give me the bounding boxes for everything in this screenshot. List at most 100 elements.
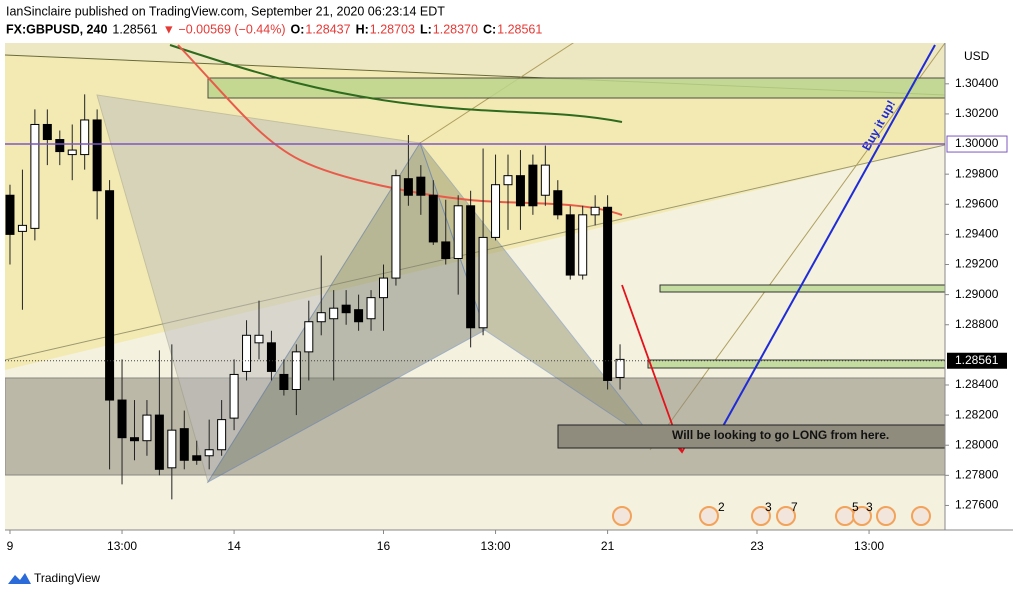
event-badge: [852, 506, 872, 526]
header-text: ▼ −0.00569 (−0.44%): [163, 22, 286, 36]
candle-body: [105, 190, 115, 401]
event-count: 3: [866, 500, 873, 514]
header-text: L:: [420, 22, 432, 36]
y-tick-label: 1.28400: [955, 377, 999, 391]
y-tick-label: 1.29800: [955, 166, 999, 180]
candle-body: [167, 429, 177, 469]
y-tick-label: 1.29600: [955, 196, 999, 210]
candle-body: [204, 449, 214, 457]
publisher: IanSinclaire published on TradingView.co…: [6, 4, 445, 18]
candle-body: [304, 321, 314, 353]
projection-line: [721, 44, 936, 429]
candle-body: [615, 358, 625, 378]
candle-body: [378, 277, 388, 299]
y-tick-label: 1.28800: [955, 317, 999, 331]
zone: [659, 284, 945, 293]
last-price-label: 1.28561: [955, 353, 999, 367]
x-tick-label: 13:00: [854, 539, 884, 553]
event-badge: [751, 506, 771, 526]
candle-body: [453, 205, 463, 259]
zone: [647, 359, 945, 369]
candle-body: [503, 175, 513, 186]
candle-body: [578, 214, 588, 276]
y-tick-label: 1.30400: [955, 76, 999, 90]
event-count: 7: [791, 500, 798, 514]
axis-unit: USD: [964, 49, 990, 63]
event-count: 2: [718, 500, 725, 514]
candle-body: [229, 373, 239, 419]
candle-body: [354, 309, 364, 323]
header-text: O:: [290, 22, 304, 36]
candle-body: [67, 149, 77, 156]
candle-body: [329, 307, 339, 320]
candle-body: [416, 176, 426, 196]
y-tick-label: 1.27600: [955, 498, 999, 512]
candle-body: [428, 194, 438, 243]
candle-body: [279, 373, 289, 391]
candle-body: [466, 205, 476, 329]
candle-body: [17, 224, 27, 232]
ma-slow: [169, 44, 623, 123]
candle-body: [540, 164, 550, 196]
header-text: 1.28437: [305, 22, 350, 36]
event-badge: [699, 506, 719, 526]
candle-body: [590, 206, 600, 216]
y-tick-label: 1.28000: [955, 437, 999, 451]
candle-body: [254, 334, 264, 344]
header-text: C:: [483, 22, 496, 36]
candle-body: [565, 214, 575, 276]
level-label-bg: [946, 135, 1008, 153]
events: 2 3 7 5 3: [612, 500, 931, 526]
brand: TradingView: [34, 571, 100, 585]
y-tick-label: 1.27800: [955, 468, 999, 482]
header-text: H:: [356, 22, 369, 36]
event-badge: [911, 506, 931, 526]
y-tick-label: 1.28200: [955, 407, 999, 421]
candle-body: [603, 206, 613, 381]
price-axis: [945, 43, 1013, 530]
annotation: Will be looking to go LONG from here.: [672, 428, 889, 442]
candle-body: [341, 304, 351, 314]
x-tick-label: 21: [601, 539, 615, 553]
candle-body: [192, 455, 202, 461]
candle-body: [55, 139, 65, 153]
event-badge: [776, 506, 796, 526]
candle-body: [528, 164, 538, 207]
candle-body: [217, 419, 227, 451]
header-text: FX:GBPUSD, 240: [6, 22, 107, 36]
event-count: 5: [852, 500, 859, 514]
candle-body: [515, 175, 525, 207]
candle-body: [553, 190, 563, 216]
level-label: 1.30000: [955, 136, 999, 150]
candle-body: [403, 178, 413, 196]
event-count: 3: [765, 500, 772, 514]
header-text: 1.28370: [433, 22, 478, 36]
candle-body: [491, 184, 501, 238]
candles: [5, 94, 625, 500]
last-price-bg: [947, 352, 1007, 369]
y-tick-label: 1.29200: [955, 257, 999, 271]
x-tick-label: 13:00: [481, 539, 511, 553]
x-tick-label: 13:00: [107, 539, 137, 553]
header-text: 1.28561: [112, 22, 157, 36]
y-tick-label: 1.29000: [955, 287, 999, 301]
x-tick-label: 14: [227, 539, 241, 553]
harmonic-bcd: [419, 142, 661, 448]
x-tick-label: 9: [7, 539, 14, 553]
event-badge: [876, 506, 896, 526]
candle-body: [179, 428, 189, 461]
y-tick-label: 1.30200: [955, 106, 999, 120]
candle-body: [154, 414, 164, 470]
header-text: 1.28561: [497, 22, 542, 36]
header-text: 1.28703: [370, 22, 415, 36]
candle-body: [129, 437, 139, 442]
candle-body: [242, 334, 252, 372]
candle-body: [5, 194, 15, 235]
candle-body: [391, 175, 401, 279]
candle-body: [92, 119, 102, 192]
candle-body: [441, 241, 451, 259]
y-tick-label: 1.29400: [955, 227, 999, 241]
candle-body: [30, 123, 40, 229]
symbol-line: FX:GBPUSD, 240 1.28561 ▼ −0.00569 (−0.44%)…: [6, 22, 542, 36]
candle-body: [42, 123, 52, 141]
